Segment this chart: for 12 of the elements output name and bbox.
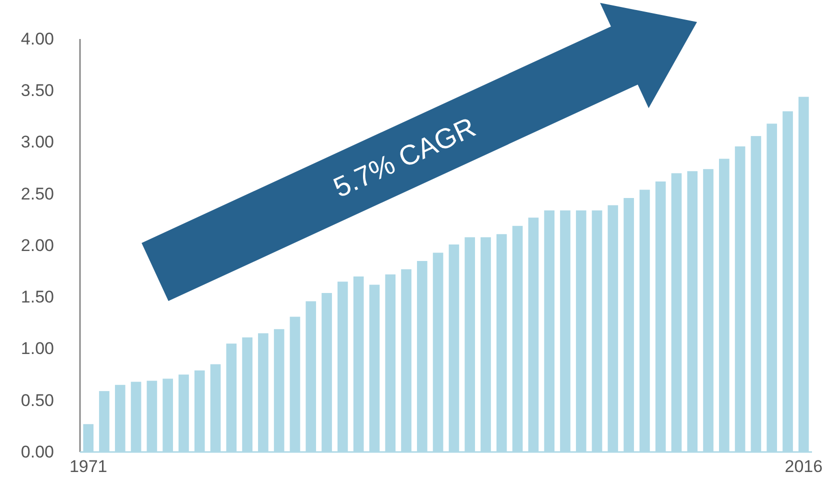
annotation: 5.7% CAGR bbox=[328, 111, 480, 204]
x-tick-label: 1971 bbox=[69, 457, 108, 476]
y-tick-label: 1.50 bbox=[20, 288, 54, 307]
x-tick-label: 2016 bbox=[784, 457, 823, 476]
y-tick-label: 2.00 bbox=[20, 236, 54, 255]
y-tick-label: 1.00 bbox=[20, 339, 54, 358]
y-tick-label: 3.00 bbox=[20, 132, 54, 152]
y-tick-label: 3.50 bbox=[20, 81, 54, 100]
y-tick-label: 4.00 bbox=[20, 29, 54, 48]
y-tick-label: 2.50 bbox=[20, 184, 54, 204]
y-tick-label: 0.50 bbox=[20, 390, 54, 410]
y-tick-label: 0.00 bbox=[20, 442, 54, 462]
